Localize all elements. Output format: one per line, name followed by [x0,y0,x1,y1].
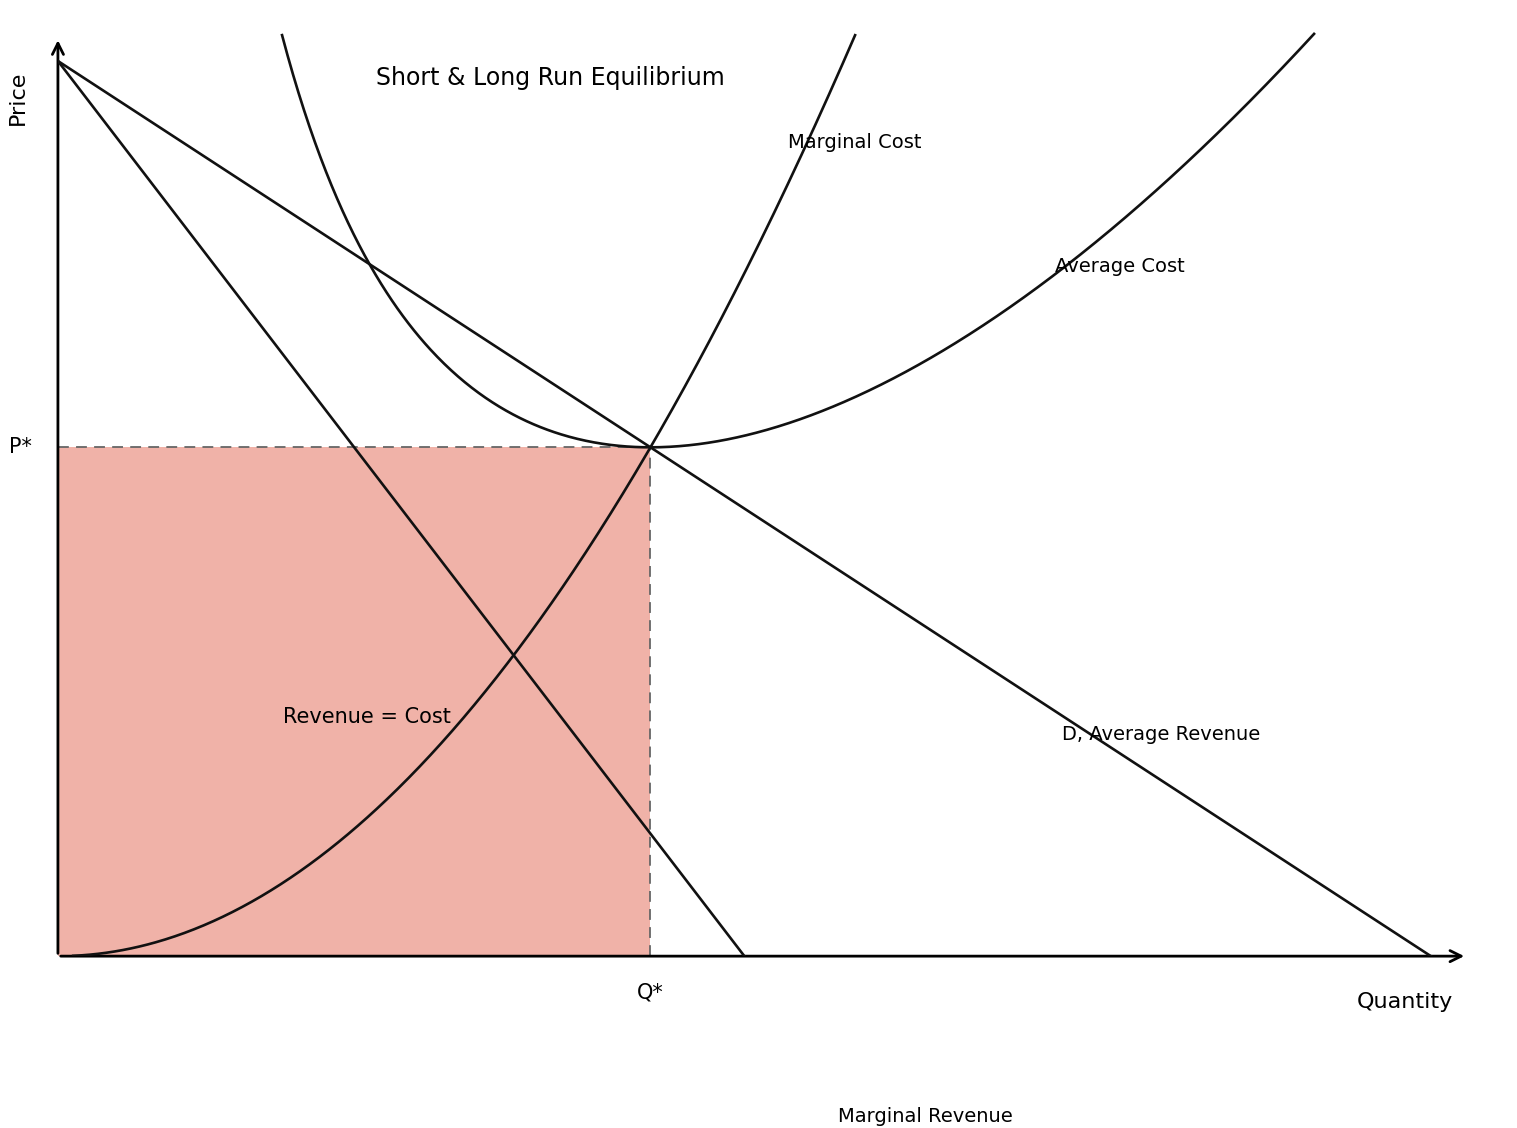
Text: P*: P* [9,438,32,457]
Text: Price: Price [8,70,27,125]
Bar [58,448,651,957]
Text: Marginal Revenue: Marginal Revenue [839,1107,1013,1126]
Text: Marginal Cost: Marginal Cost [787,133,921,152]
Text: D, Average Revenue: D, Average Revenue [1062,725,1261,744]
Text: Q*: Q* [637,982,664,1003]
Text: Quantity: Quantity [1356,992,1453,1012]
Text: Average Cost: Average Cost [1056,257,1185,275]
Text: Revenue = Cost: Revenue = Cost [284,707,451,728]
Text: Short & Long Run Equilibrium: Short & Long Run Equilibrium [376,65,725,90]
